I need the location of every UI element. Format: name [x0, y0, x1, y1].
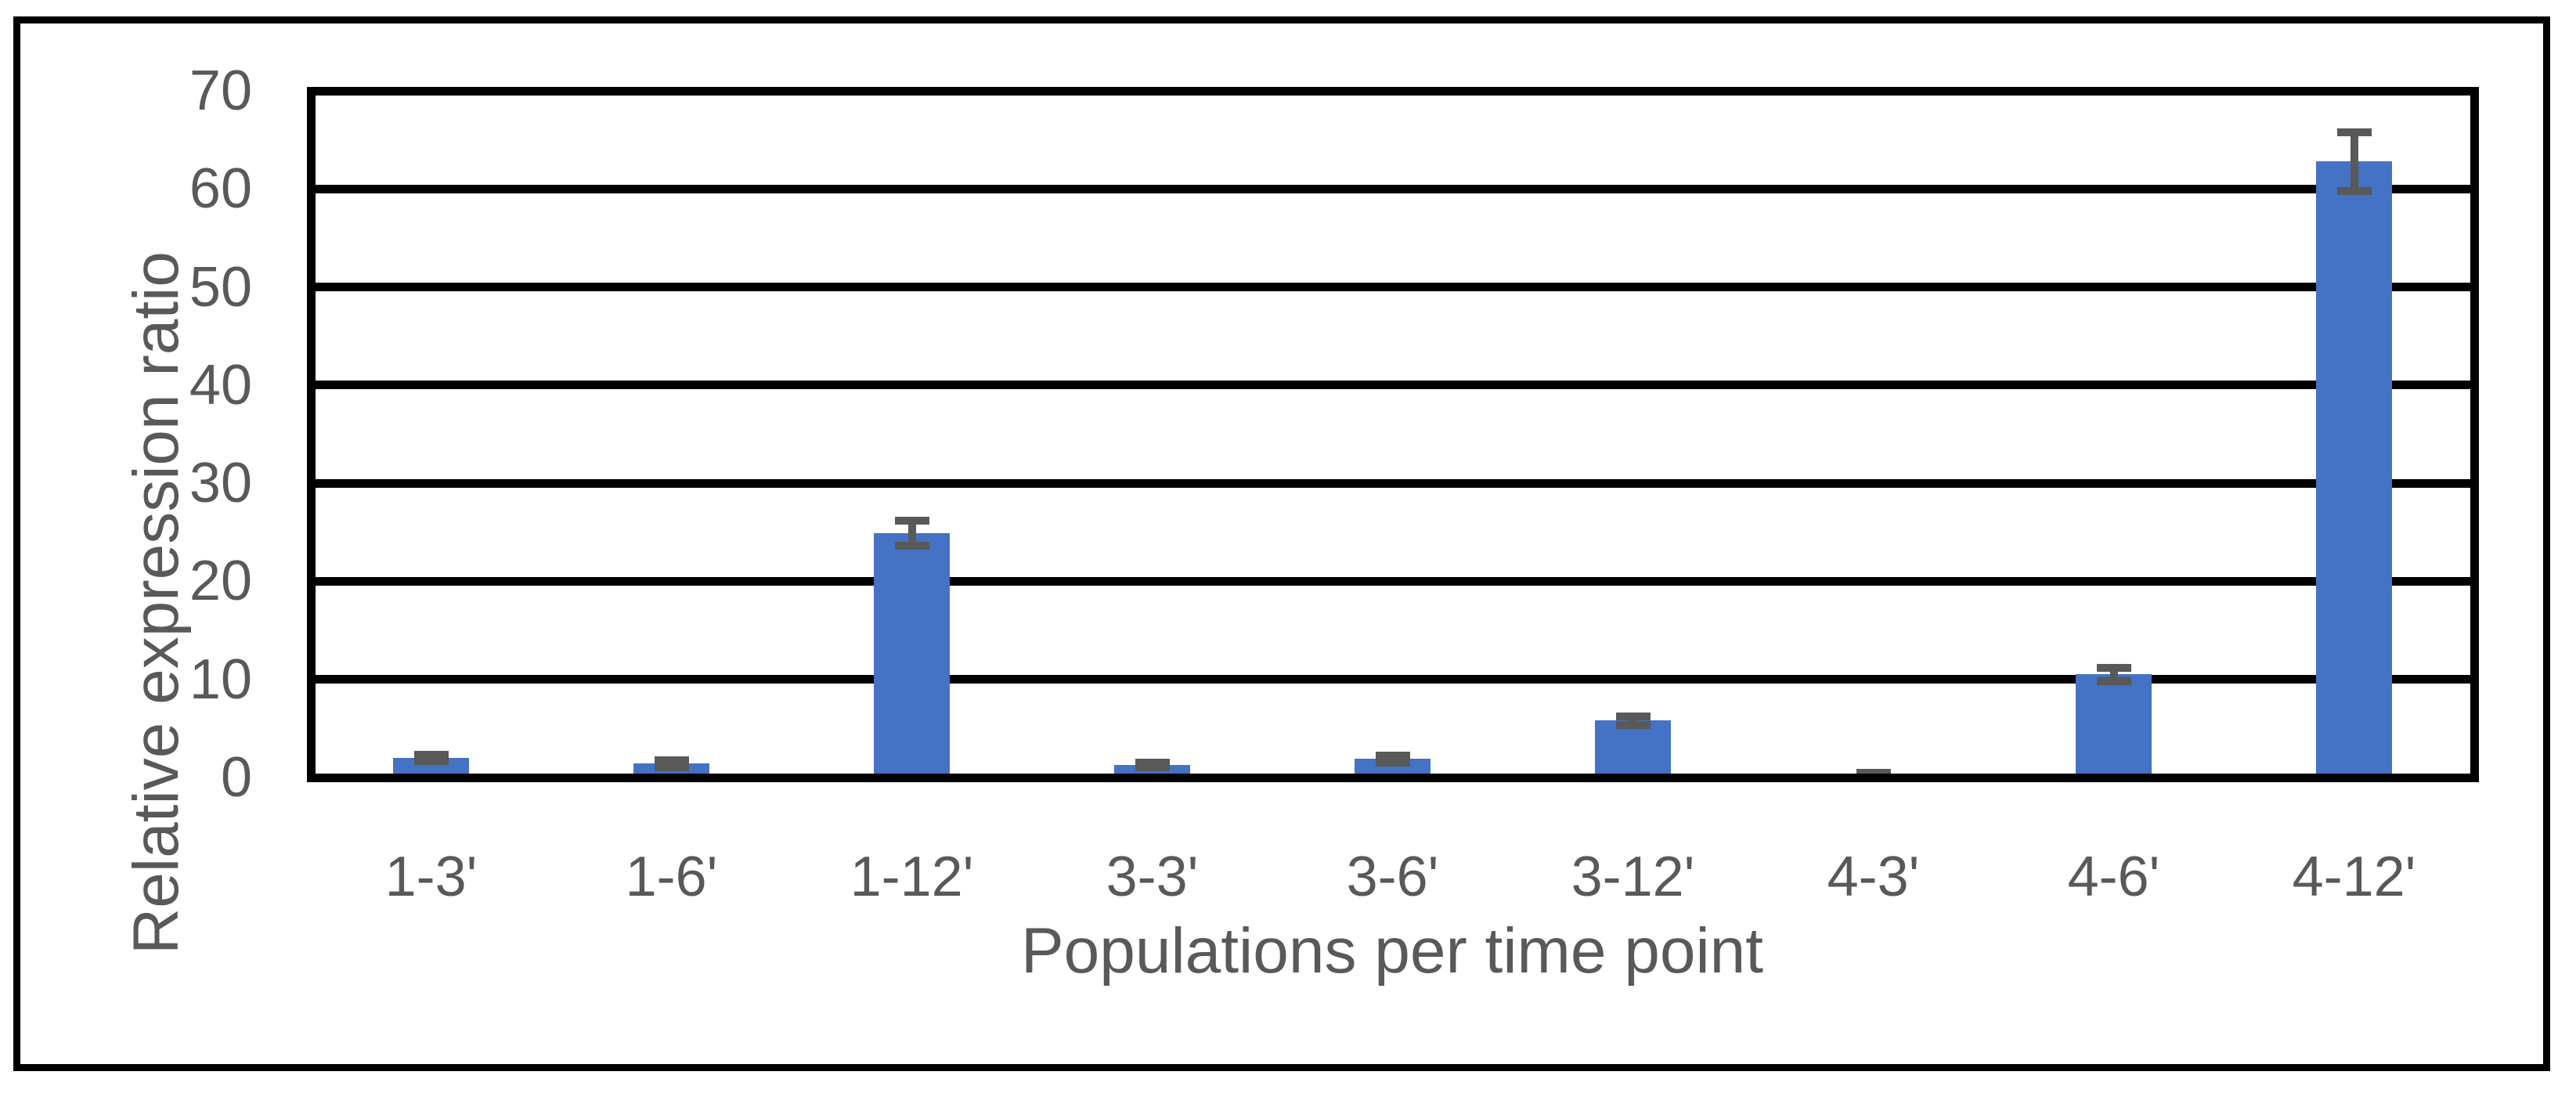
y-tick-label: 50	[189, 255, 252, 319]
error-bar-cap-top	[2096, 663, 2131, 672]
x-tick-label: 4-12'	[2292, 846, 2416, 908]
error-bar-stem	[907, 520, 916, 547]
bar	[1595, 720, 1671, 777]
x-axis-line	[306, 773, 2479, 782]
error-bar-cap-top	[894, 516, 929, 525]
error-bar-cap-bottom	[2336, 186, 2372, 195]
y-axis-line	[306, 86, 316, 782]
x-tick-label: 1-3'	[384, 846, 478, 908]
y-tick-label: 70	[189, 60, 252, 122]
error-bar-cap-top	[1375, 751, 1410, 759]
gridline	[306, 478, 2479, 488]
gridline	[306, 184, 2479, 193]
y-axis-title: Relative expression ratio	[121, 251, 192, 954]
x-tick-label: 3-12'	[1571, 846, 1695, 908]
y-tick-label: 60	[189, 157, 252, 221]
y-tick-label: 10	[189, 648, 252, 711]
plot-border-top	[306, 86, 2479, 96]
error-bar-stem	[2350, 132, 2358, 191]
y-tick-label: 40	[189, 353, 252, 417]
error-bar-cap-top	[654, 756, 689, 765]
x-tick-label: 1-6'	[625, 846, 718, 908]
error-bar-cap-top	[2336, 128, 2372, 136]
bar	[2076, 674, 2152, 777]
gridline	[306, 576, 2479, 586]
y-tick-label: 20	[189, 550, 252, 613]
gridline	[306, 283, 2479, 292]
x-tick-label: 3-6'	[1346, 846, 1439, 908]
figure-border	[13, 16, 2550, 1071]
x-tick-label: 4-3'	[1827, 846, 1920, 908]
error-bar-cap-bottom	[1615, 720, 1651, 729]
error-bar-cap-top	[1135, 758, 1170, 767]
x-tick-label: 4-6'	[2067, 846, 2160, 908]
error-bar-stem	[1629, 716, 1637, 725]
bar	[1355, 759, 1431, 777]
y-tick-label: 30	[189, 452, 252, 515]
gridline	[306, 675, 2479, 684]
error-bar-cap-bottom	[894, 542, 929, 550]
error-bar-cap-bottom	[1135, 763, 1170, 771]
error-bar-cap-bottom	[2096, 677, 2131, 686]
error-bar-stem	[2109, 667, 2118, 682]
plot-border-right	[2470, 86, 2479, 782]
error-bar-cap-bottom	[654, 763, 689, 771]
x-tick-label: 3-3'	[1106, 846, 1199, 908]
error-bar-cap-top	[413, 751, 449, 759]
x-tick-label: 1-12'	[850, 846, 974, 908]
y-tick-label: 0	[220, 746, 252, 809]
error-bar-cap-bottom	[413, 756, 449, 765]
gridline	[306, 381, 2479, 390]
bar	[874, 533, 950, 777]
error-bar-cap-top	[1615, 712, 1651, 720]
bar	[2316, 161, 2392, 777]
error-bar-cap-bottom	[1375, 758, 1410, 767]
x-axis-title: Populations per time point	[1020, 915, 1764, 987]
